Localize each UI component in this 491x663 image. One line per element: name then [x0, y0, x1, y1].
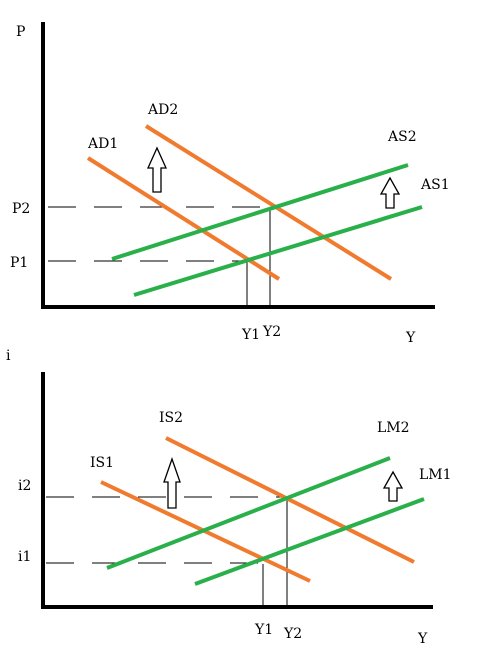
top-p2-label: P2 [12, 201, 30, 217]
ad2-curve [144, 124, 393, 281]
ad-as-panel: P Y P2 P1 Y1 Y2 AD1 AD2 AS2 AS1 [10, 22, 450, 346]
lm2-label: LM2 [377, 420, 410, 436]
top-y-axis-label: P [16, 24, 25, 40]
top-x-axis-label: Y [405, 330, 416, 346]
is2-label: IS2 [159, 410, 183, 426]
bottom-i1-label: i1 [18, 549, 31, 565]
lm-shift-arrow-icon [382, 470, 404, 502]
as2-curve [111, 163, 409, 261]
is-shift-arrow-icon [163, 457, 181, 509]
as-shift-arrow-icon [379, 176, 401, 209]
bottom-y-axis-label: i [6, 348, 11, 364]
is-lm-panel: i Y i2 i1 Y1 Y2 IS1 IS2 LM2 LM1 [6, 348, 452, 647]
bottom-i2-label: i2 [18, 478, 31, 494]
lm1-curve [194, 497, 425, 586]
is2-curve [165, 436, 415, 564]
top-p1-label: P1 [10, 255, 28, 271]
as2-label: AS2 [387, 129, 417, 145]
lm1-label: LM1 [419, 467, 452, 483]
as1-label: AS1 [420, 177, 450, 193]
ad-shift-arrow-icon [146, 146, 168, 193]
lm2-curve [106, 456, 391, 570]
is1-label: IS1 [90, 455, 114, 471]
as1-curve [133, 205, 423, 297]
bottom-x-axis-label: Y [417, 631, 428, 647]
top-y2-label: Y2 [262, 324, 281, 340]
ad2-label: AD2 [147, 102, 178, 118]
bottom-y2-label: Y2 [283, 626, 302, 642]
bottom-y1-label: Y1 [254, 622, 273, 638]
ad1-label: AD1 [87, 136, 118, 152]
top-y1-label: Y1 [241, 327, 260, 343]
